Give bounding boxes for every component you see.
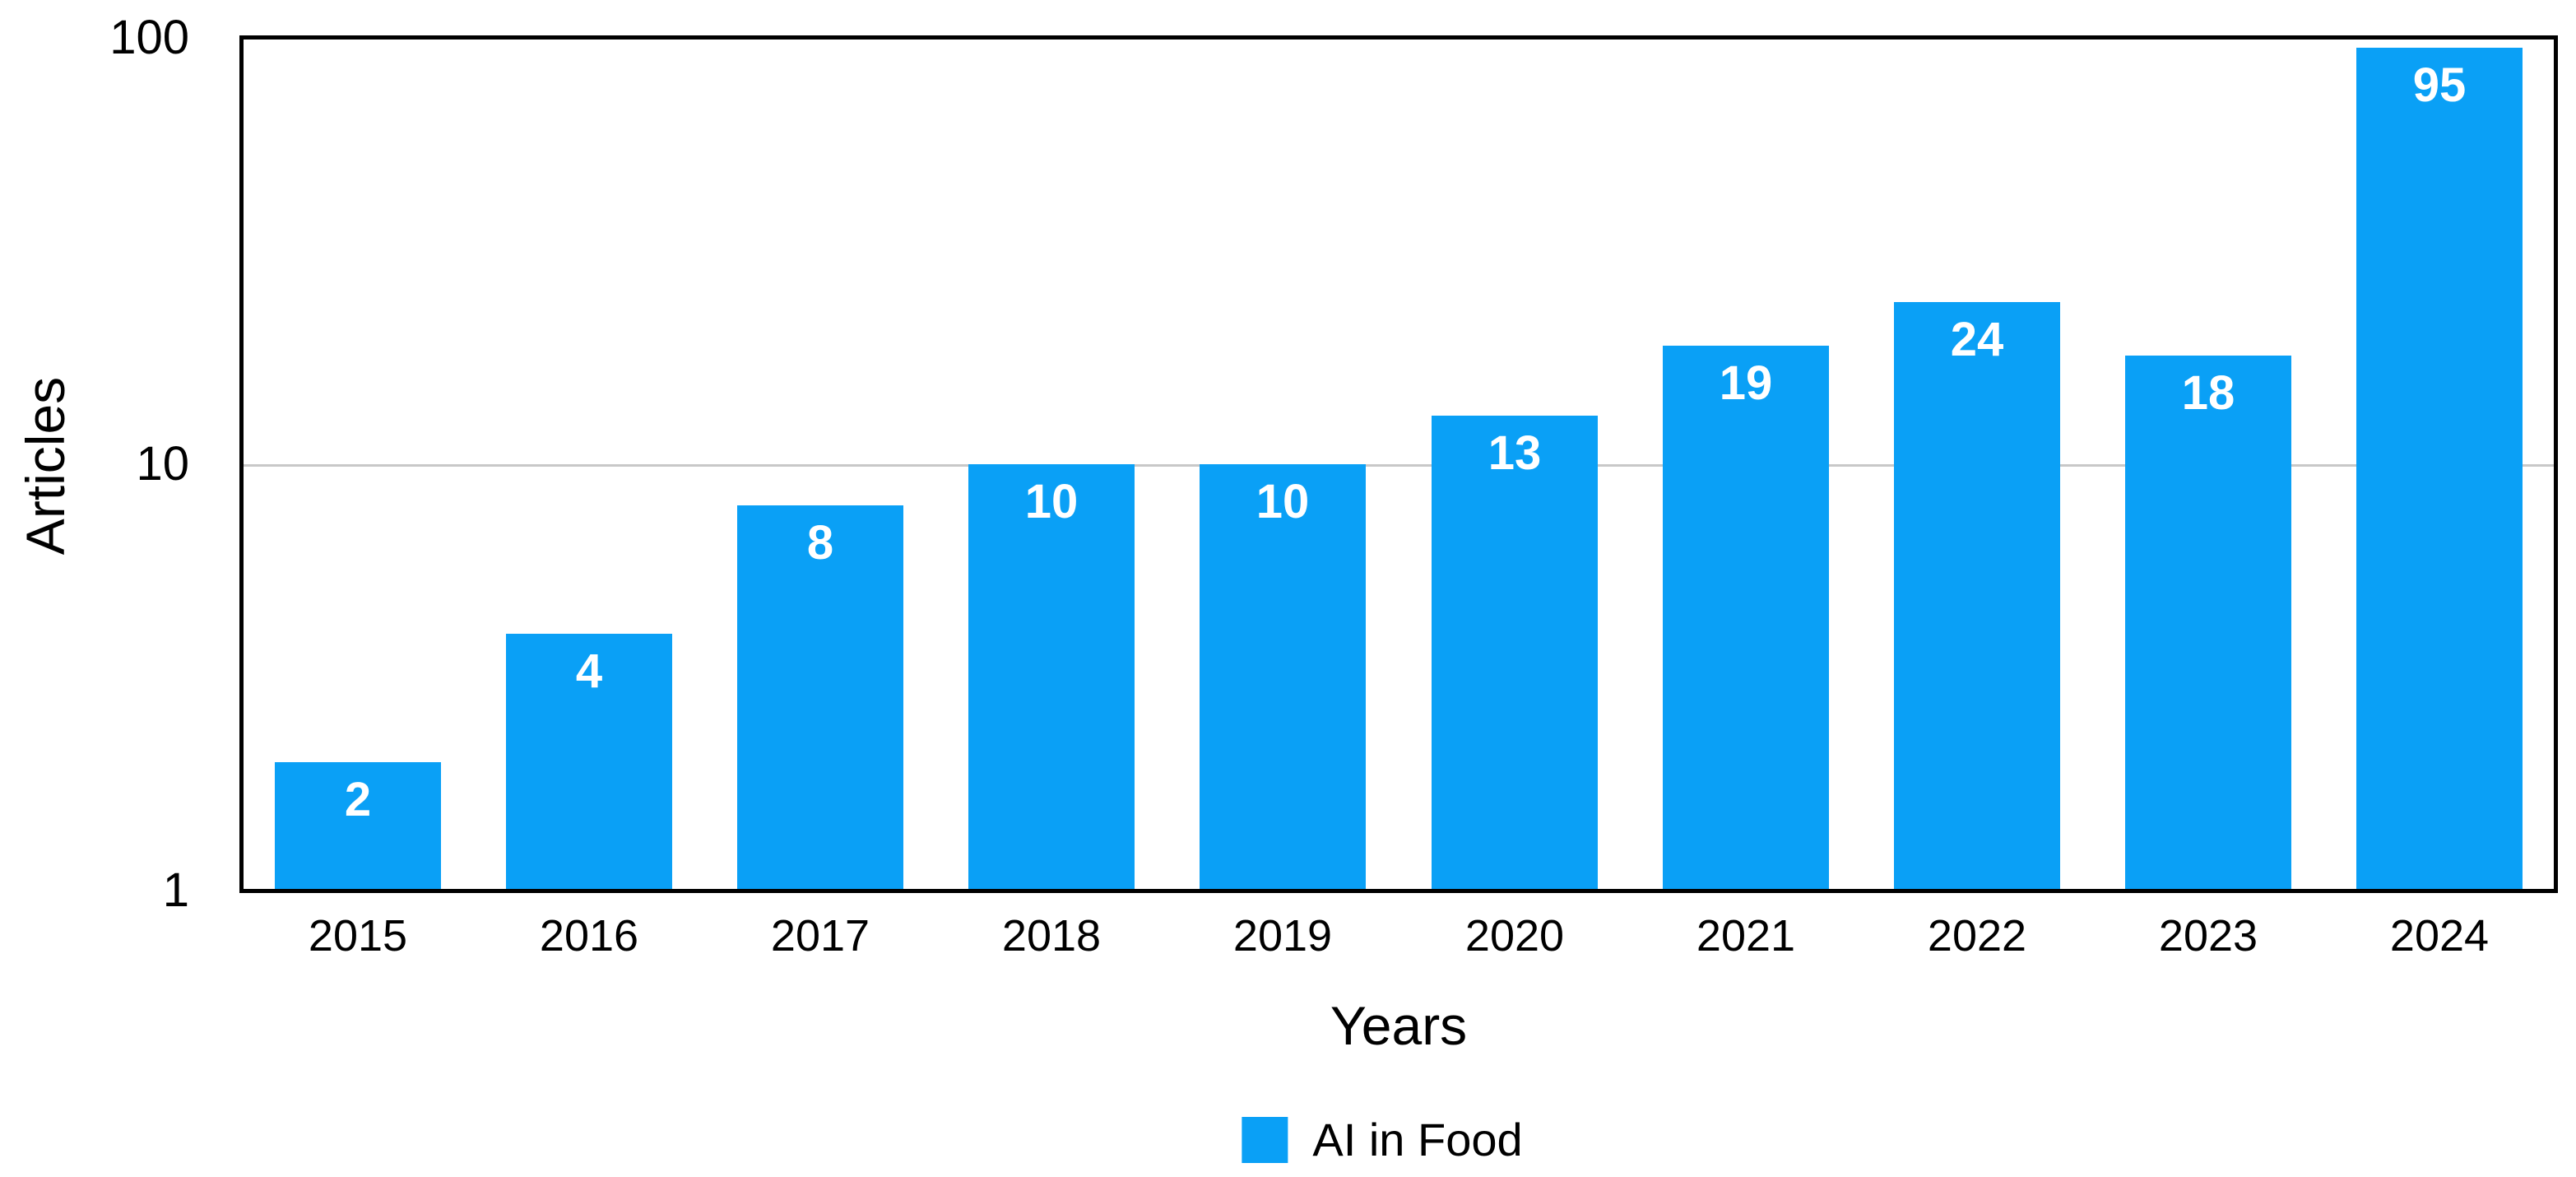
- bar-2015: 2: [275, 762, 441, 889]
- x-tick-2017: 2017: [770, 911, 870, 961]
- y-axis-title: Articles: [15, 376, 76, 556]
- bar-value-label: 95: [2412, 58, 2467, 112]
- x-tick-2020: 2020: [1464, 911, 1565, 961]
- x-tick-2018: 2018: [1001, 911, 1102, 961]
- bar-value-label: 2: [344, 773, 372, 826]
- bar-value-label: 24: [1950, 313, 2004, 366]
- bar-value-label: 19: [1719, 356, 1773, 410]
- legend-color-swatch: [1242, 1117, 1288, 1163]
- x-axis-title: Years: [1330, 995, 1468, 1056]
- y-tick-1: 1: [162, 863, 189, 917]
- bar-2020: 13: [1432, 416, 1598, 889]
- x-tick-2024: 2024: [2389, 911, 2490, 961]
- bar-value-label: 18: [2181, 366, 2235, 420]
- bar-value-label: 4: [575, 644, 603, 698]
- y-tick-100: 100: [109, 11, 189, 64]
- x-tick-2016: 2016: [539, 911, 639, 961]
- bar-2023: 18: [2125, 356, 2291, 889]
- bar-2016: 4: [506, 634, 672, 889]
- bar-2022: 24: [1894, 302, 2060, 889]
- bar-2021: 19: [1663, 346, 1829, 889]
- bar-2019: 10: [1200, 464, 1366, 889]
- bar-2018: 10: [968, 464, 1135, 889]
- bar-2017: 8: [737, 505, 903, 889]
- y-tick-10: 10: [136, 437, 189, 491]
- legend: AI in Food: [1242, 1114, 1523, 1165]
- x-tick-2021: 2021: [1696, 911, 1796, 961]
- bar-value-label: 13: [1488, 426, 1542, 480]
- bar-value-label: 10: [1024, 475, 1079, 528]
- x-tick-2015: 2015: [308, 911, 408, 961]
- plot-area: [239, 35, 2558, 893]
- x-tick-2022: 2022: [1927, 911, 2027, 961]
- bar-value-label: 8: [806, 516, 834, 570]
- bar-2024: 95: [2356, 48, 2523, 889]
- x-tick-2019: 2019: [1232, 911, 1333, 961]
- bar-value-label: 10: [1256, 475, 1310, 528]
- x-tick-2023: 2023: [2158, 911, 2258, 961]
- legend-series-label: AI in Food: [1312, 1114, 1523, 1165]
- gridline-10: [244, 464, 2554, 467]
